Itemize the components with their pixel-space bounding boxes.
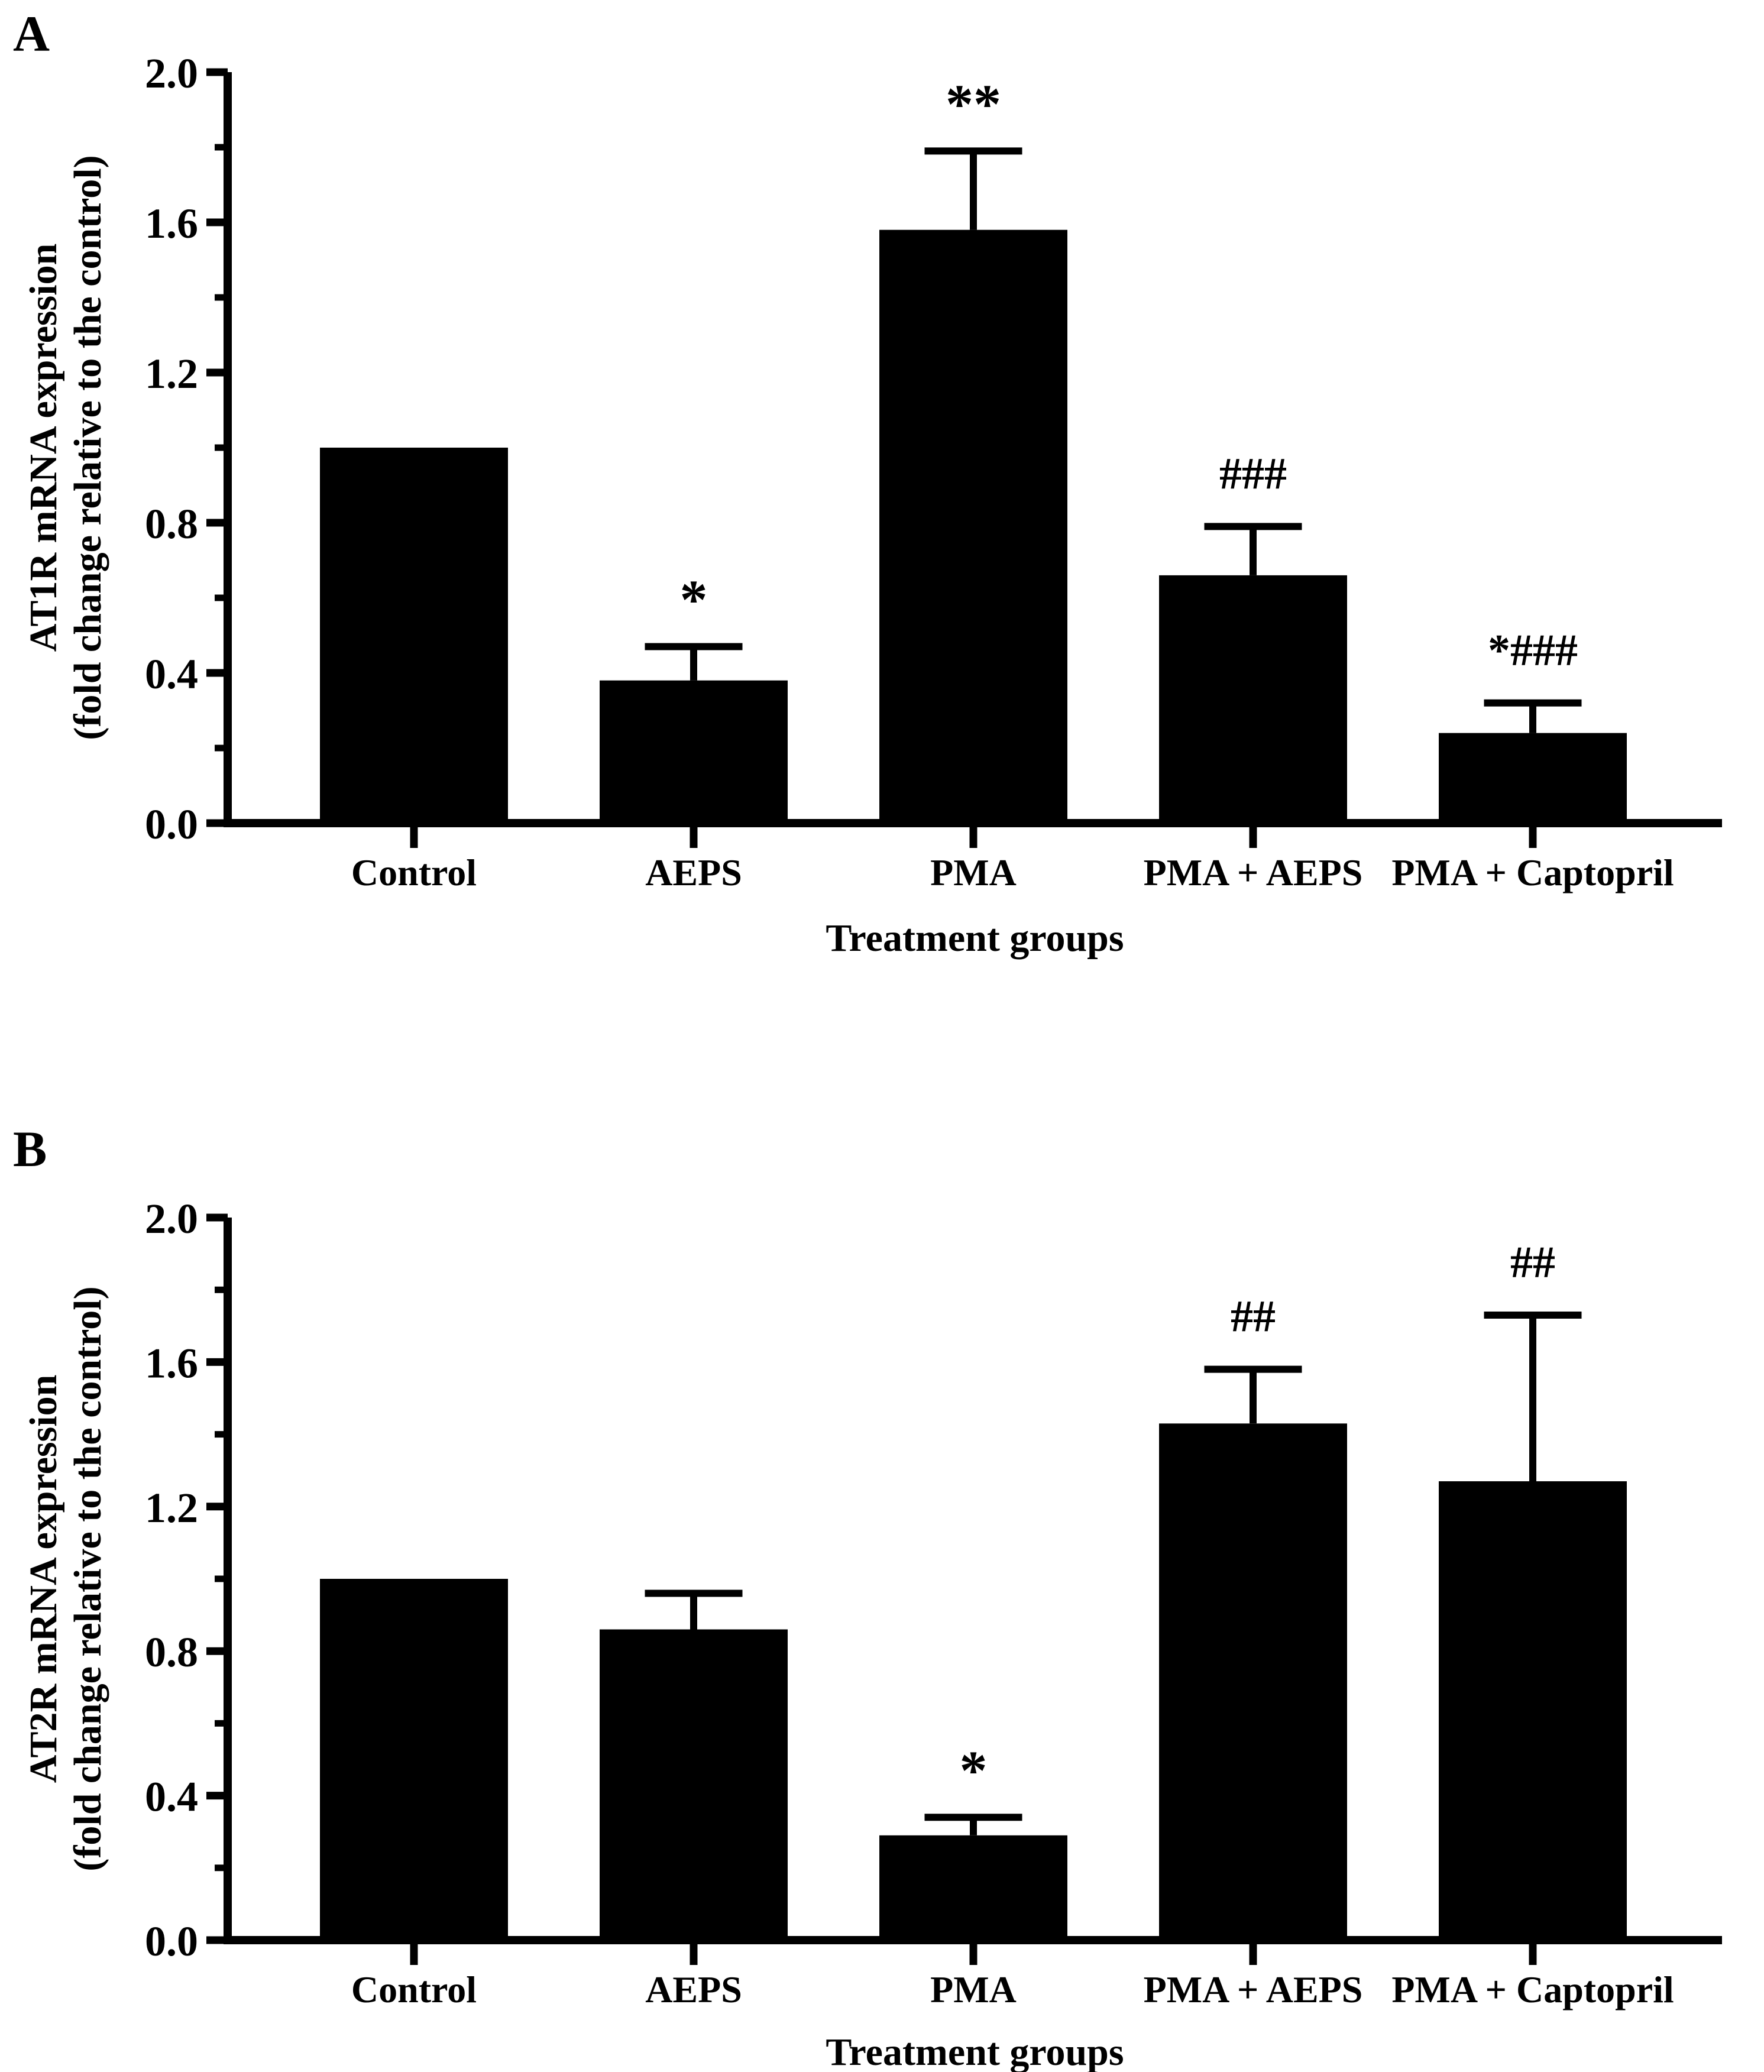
- y-axis-title-line1: AT1R mRNA expression: [22, 244, 65, 652]
- panel-b-label: B: [13, 1121, 47, 1177]
- x-category-label-pma-aeps: PMA + AEPS: [1144, 852, 1363, 893]
- y-axis-title-line2: (fold change relative to the control): [66, 1286, 109, 1871]
- significance-marker-pma-aeps: ##: [1231, 1292, 1276, 1342]
- significance-marker-pma-captopril: *###: [1488, 626, 1578, 675]
- x-category-label-pma-captopril: PMA + Captopril: [1391, 852, 1674, 893]
- x-axis-title: Treatment groups: [826, 2031, 1124, 2072]
- y-tick-label: 0.4: [145, 1773, 198, 1821]
- panel-b-bar-chart: 0.0 0.4 0.8 1.2 1.6 2.0 Control AEPS * PMA ## PMA +…: [22, 1195, 1722, 2072]
- significance-marker-pma: **: [946, 73, 1001, 135]
- panel-a-bar-chart: 0.0 0.4 0.8 1.2 1.6 2.0 Control * AEPS ** PMA ### PM…: [22, 50, 1722, 960]
- bar-aeps: [600, 680, 788, 823]
- x-category-label-control: Control: [351, 852, 477, 893]
- bar-pma-aeps: [1159, 1423, 1347, 1940]
- bar-pma-captopril: [1439, 733, 1627, 823]
- bar-control: [320, 1579, 508, 1940]
- y-tick-label: 0.0: [145, 1918, 198, 1965]
- y-tick-label: 2.0: [145, 1195, 198, 1242]
- x-category-label-control: Control: [351, 1969, 477, 2011]
- significance-marker-pma-captopril: ##: [1510, 1238, 1555, 1287]
- y-tick-label: 0.0: [145, 801, 198, 848]
- x-category-label-pma-captopril: PMA + Captopril: [1391, 1969, 1674, 2011]
- y-tick-label: 1.2: [145, 350, 198, 397]
- x-category-label-pma: PMA: [930, 852, 1017, 893]
- x-category-label-pma-aeps: PMA + AEPS: [1144, 1969, 1363, 2011]
- x-category-label-pma: PMA: [930, 1969, 1017, 2011]
- y-tick-label: 0.8: [145, 1629, 198, 1676]
- y-tick-label: 2.0: [145, 50, 198, 97]
- significance-marker-pma: *: [960, 1740, 988, 1801]
- bar-pma-captopril: [1439, 1481, 1627, 1940]
- x-category-label-aeps: AEPS: [645, 1969, 742, 2011]
- x-axis-title: Treatment groups: [826, 917, 1124, 960]
- bar-pma: [879, 229, 1067, 823]
- bar-aeps: [600, 1629, 788, 1940]
- y-axis-title-line1: AT2R mRNA expression: [22, 1375, 65, 1783]
- bar-pma-aeps: [1159, 575, 1347, 823]
- panel-a-label: A: [13, 5, 50, 62]
- significance-marker-pma-aeps: ###: [1219, 449, 1287, 498]
- y-tick-label: 1.6: [145, 1339, 198, 1387]
- y-tick-label: 1.2: [145, 1484, 198, 1532]
- significance-marker-aeps: *: [680, 569, 708, 631]
- y-tick-label: 0.4: [145, 650, 198, 698]
- bar-control: [320, 448, 508, 823]
- x-category-label-aeps: AEPS: [645, 852, 742, 893]
- y-axis-title-line2: (fold change relative to the control): [66, 155, 109, 740]
- bar-pma: [879, 1835, 1067, 1940]
- y-tick-label: 1.6: [145, 200, 198, 247]
- y-tick-label: 0.8: [145, 500, 198, 548]
